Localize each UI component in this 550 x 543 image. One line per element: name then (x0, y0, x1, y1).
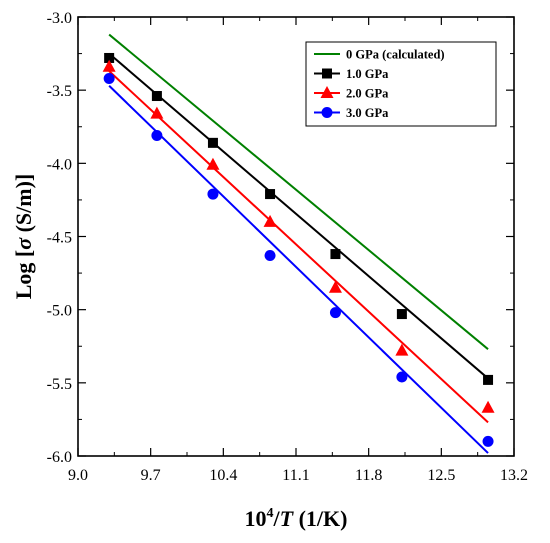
series-2 (104, 52, 494, 385)
fit-line-series-2 (108, 52, 489, 380)
data-point-series-3 (395, 343, 409, 356)
x-tick-label: 11.1 (282, 467, 309, 484)
data-point-series-2 (265, 189, 276, 200)
legend-label: 1.0 GPa (346, 67, 389, 81)
plot-area (102, 33, 495, 454)
data-point-series-4 (329, 307, 341, 319)
data-point-series-3 (328, 280, 342, 293)
y-axis-label-unit: (S/m)] (11, 174, 36, 238)
y-axis-label-symbol: σ (11, 237, 36, 250)
data-point-series-2 (330, 249, 341, 260)
y-tick-label: -5.5 (47, 376, 72, 393)
legend-label: 2.0 GPa (346, 87, 389, 101)
y-axis-label-prefix: Log [ (11, 250, 36, 300)
data-point-series-4 (482, 435, 494, 447)
y-tick-label: -4.5 (47, 230, 72, 247)
x-axis-label-exponent: 4 (267, 506, 274, 521)
data-point-series-2 (104, 52, 115, 63)
x-axis-label-unit: (1/K) (293, 506, 347, 531)
x-tick-label: 12.5 (427, 467, 455, 484)
y-tick-label: -5.0 (47, 303, 72, 320)
axis-ticks: 9.0 9.7 10.4 11.1 11.8 12.5 13.2 -3.0 -3.5 -4.0 -4… (47, 10, 528, 484)
data-point-series-3 (481, 400, 495, 413)
data-point-series-3 (263, 214, 277, 227)
legend-label: 3.0 GPa (346, 106, 389, 120)
y-axis-label: Log [σ (S/m)] (11, 174, 36, 300)
data-point-series-2 (151, 91, 162, 102)
y-tick-label: -3.0 (47, 10, 72, 27)
legend-swatch-marker (322, 68, 332, 79)
x-axis-label-base: 10 (245, 506, 267, 531)
legend-swatch-marker (321, 107, 333, 118)
series-1 (108, 33, 489, 350)
legend-swatch-marker (320, 86, 334, 98)
data-point-series-4 (396, 371, 408, 383)
x-tick-label: 9.0 (68, 467, 88, 484)
x-axis-label-slash: / (273, 506, 281, 531)
x-tick-label: 11.8 (355, 467, 382, 484)
x-tick-label: 13.2 (500, 467, 528, 484)
x-tick-label: 10.4 (209, 467, 237, 484)
data-point-series-4 (103, 72, 115, 84)
fit-line-series-3 (108, 70, 489, 424)
series-3 (102, 59, 495, 424)
fit-line-series-4 (108, 85, 489, 454)
x-axis-label-variable: T (280, 506, 295, 531)
data-point-series-3 (150, 106, 164, 119)
legend: 0 GPa (calculated) 1.0 GPa 2.0 GPa 3.0 GPa (305, 41, 497, 127)
series-4 (103, 72, 494, 454)
data-point-series-3 (102, 59, 116, 72)
y-tick-label: -4.0 (47, 156, 72, 173)
data-point-series-2 (207, 137, 218, 148)
y-tick-label: -6.0 (47, 449, 72, 466)
data-point-series-4 (207, 188, 219, 200)
x-axis-label: 104/T (1/K) (245, 506, 348, 531)
y-tick-label: -3.5 (47, 83, 72, 100)
data-point-series-4 (151, 130, 163, 142)
data-point-series-3 (206, 157, 220, 170)
x-tick-label: 9.7 (141, 467, 161, 484)
data-point-series-4 (264, 250, 276, 262)
fit-line-series-1 (108, 33, 489, 350)
data-point-series-2 (483, 374, 494, 385)
data-point-series-2 (396, 309, 407, 320)
legend-label: 0 GPa (calculated) (346, 48, 445, 62)
